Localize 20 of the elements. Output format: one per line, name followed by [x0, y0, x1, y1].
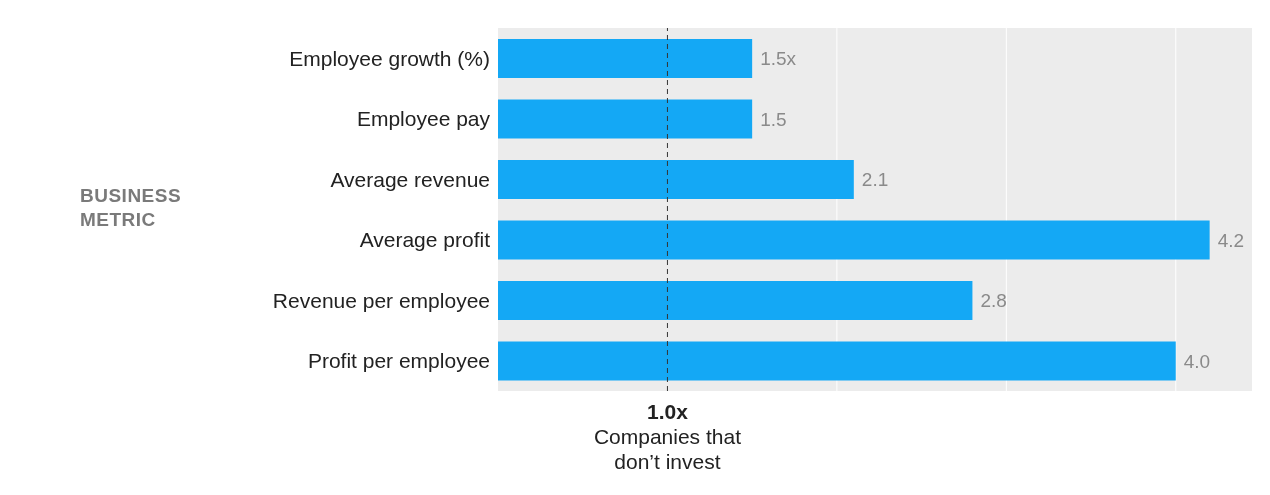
bar — [498, 99, 753, 139]
ref-line-label: 1.0x Companies that don’t invest — [593, 400, 742, 473]
data-label: 1.5 — [760, 108, 787, 130]
data-label: 2.1 — [861, 169, 889, 191]
y-tick-label: Revenue per employee — [272, 288, 490, 312]
data-label: 2.8 — [980, 290, 1007, 312]
y-axis-title: BUSINESS METRIC — [80, 184, 183, 232]
y-tick-label: Profit per employee — [307, 349, 490, 373]
y-tick-label: Employee pay — [356, 107, 491, 131]
y-tick-label: Average revenue — [330, 167, 490, 191]
data-label: 4.0 — [1183, 350, 1211, 372]
y-tick-label: Employee growth (%) — [289, 46, 490, 70]
data-label: 4.2 — [1217, 229, 1245, 251]
bar — [498, 38, 753, 78]
y-tick-label: Average profit — [359, 228, 491, 252]
bar — [498, 341, 1176, 381]
bar — [498, 280, 973, 320]
data-label: 1.5x — [760, 48, 797, 70]
bar — [498, 220, 1210, 260]
bar — [498, 159, 854, 199]
